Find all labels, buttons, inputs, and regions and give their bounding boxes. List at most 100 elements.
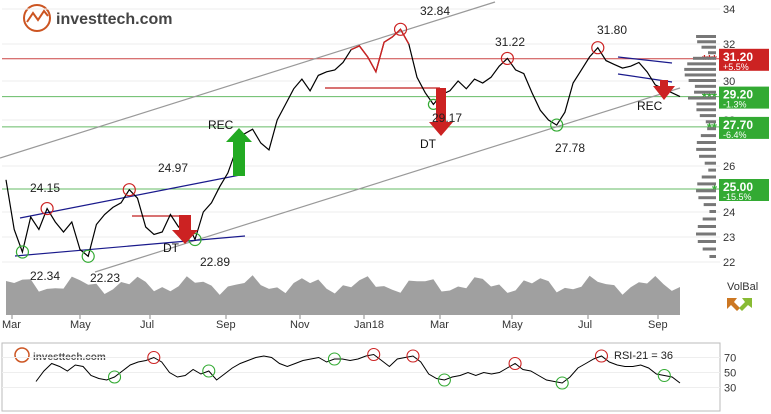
profile-bar xyxy=(699,154,716,158)
x-axis: Mar May Jul Sep Nov Jan18 Mar May Jul Sep xyxy=(2,315,668,331)
signal-label: DT xyxy=(163,241,180,255)
arrow-down-icon xyxy=(653,80,675,100)
profile-bar xyxy=(699,114,716,118)
signal-label: DT xyxy=(420,137,437,151)
logo-text: investtech.com xyxy=(56,11,172,28)
profile-bar xyxy=(694,84,716,88)
profile-bar xyxy=(697,182,716,186)
arrow-up-icon xyxy=(226,128,252,176)
price-line-highlight xyxy=(350,28,410,74)
price-label: 32.84 xyxy=(420,4,450,18)
y-tick-label: 23 xyxy=(723,232,735,244)
price-label: 24.15 xyxy=(30,181,60,195)
rsi-bottom-marker xyxy=(202,364,216,378)
level-box xyxy=(719,179,769,201)
x-tick-label: Mar xyxy=(2,319,21,331)
volume-area xyxy=(6,275,680,315)
top-marker xyxy=(122,183,136,197)
level-pct: -6.4% xyxy=(723,130,747,140)
x-tick-label: Nov xyxy=(290,319,310,331)
profile-bar xyxy=(694,90,716,94)
level-box xyxy=(719,116,769,139)
profile-bar xyxy=(696,141,716,144)
profile-bar xyxy=(687,62,716,66)
level-value: 29.20 xyxy=(723,88,753,102)
profile-bar xyxy=(709,255,716,258)
rsi-panel-frame xyxy=(1,342,721,412)
rsi-top-marker xyxy=(594,349,609,363)
x-tick-label: Mar xyxy=(430,319,449,331)
y-tick-label: 22 xyxy=(723,257,735,269)
level-pct: -15.5% xyxy=(723,192,752,202)
profile-bar xyxy=(696,102,716,106)
arrow-down-icon xyxy=(172,215,198,244)
profile-bar xyxy=(701,175,716,179)
x-tick-label: Sep xyxy=(648,319,668,331)
rsi-tick-label: 30 xyxy=(724,383,736,395)
profile-bar xyxy=(696,35,716,38)
level-value: 31.20 xyxy=(723,50,753,64)
y-tick-label: 32 xyxy=(723,39,735,51)
level-value: 25.00 xyxy=(723,180,753,194)
support-resistance-levels xyxy=(2,58,720,190)
rsi-bottom-marker xyxy=(657,368,671,383)
x-tick-label: Sep xyxy=(216,319,236,331)
y-tick-label: 30 xyxy=(723,76,735,88)
profile-bar xyxy=(701,45,716,49)
profile-bar xyxy=(696,232,716,236)
level-pct: -1.3% xyxy=(723,100,747,110)
profile-bar xyxy=(688,79,716,82)
profile-bar xyxy=(704,161,716,165)
rsi-series xyxy=(35,353,681,384)
trend-upper xyxy=(19,174,241,219)
rsi-top-marker xyxy=(367,347,381,362)
signal-label: REC xyxy=(208,118,234,132)
signal-label: REC xyxy=(637,99,663,113)
price-label: 22.89 xyxy=(200,255,230,269)
profile-bar xyxy=(698,196,716,200)
profile-bar xyxy=(705,120,716,124)
rsi-title: RSI-21 = 36 xyxy=(614,350,673,362)
rsi-bottom-marker xyxy=(437,373,451,387)
y-tick-label: 24 xyxy=(723,207,735,219)
price-label: 27.78 xyxy=(555,141,585,155)
rsi-axis: 30 50 70 xyxy=(724,353,736,395)
x-tick-label: May xyxy=(502,319,523,331)
level-box xyxy=(719,48,769,71)
level-box xyxy=(719,86,769,109)
profile-bar xyxy=(702,217,716,221)
profile-bar xyxy=(696,108,716,112)
x-tick-label: Jul xyxy=(140,319,154,331)
x-tick-label: Jul xyxy=(578,319,592,331)
profile-bar xyxy=(709,210,716,213)
trend-lower xyxy=(14,235,246,257)
rsi-top-marker xyxy=(147,350,161,365)
investtech-logo[interactable]: investtech.com xyxy=(23,4,172,32)
profile-bar xyxy=(696,189,716,193)
price-label: 31.80 xyxy=(597,23,627,37)
top-marker xyxy=(393,22,408,36)
top-marker xyxy=(40,201,54,216)
rsi-tick-label: 70 xyxy=(724,353,736,365)
price-annotations: 24.15 24.97 22.34 22.23 22.89 32.84 31.22 31.80… xyxy=(30,4,627,285)
arrow-down-icon xyxy=(429,88,453,136)
volbal-down-icon xyxy=(727,298,740,311)
level-value: 27.70 xyxy=(723,118,753,132)
rsi-tick-label: 50 xyxy=(724,368,736,380)
price-label: 31.22 xyxy=(495,35,525,49)
price-label: 29.17 xyxy=(432,111,462,125)
profile-bar xyxy=(700,134,716,138)
bottom-marker xyxy=(15,245,30,259)
volbal-up-icon xyxy=(739,298,752,311)
y-tick-label: 34 xyxy=(723,4,735,16)
volbal-label: VolBal xyxy=(727,281,758,293)
profile-bar xyxy=(697,240,716,243)
trend-channels xyxy=(0,1,681,273)
channel-upper xyxy=(0,1,496,159)
channel-lower xyxy=(94,87,681,273)
y-tick-label: 26 xyxy=(723,161,735,173)
profile-bar xyxy=(692,56,716,60)
profile-bar xyxy=(703,203,716,207)
profile-bar xyxy=(697,225,716,228)
